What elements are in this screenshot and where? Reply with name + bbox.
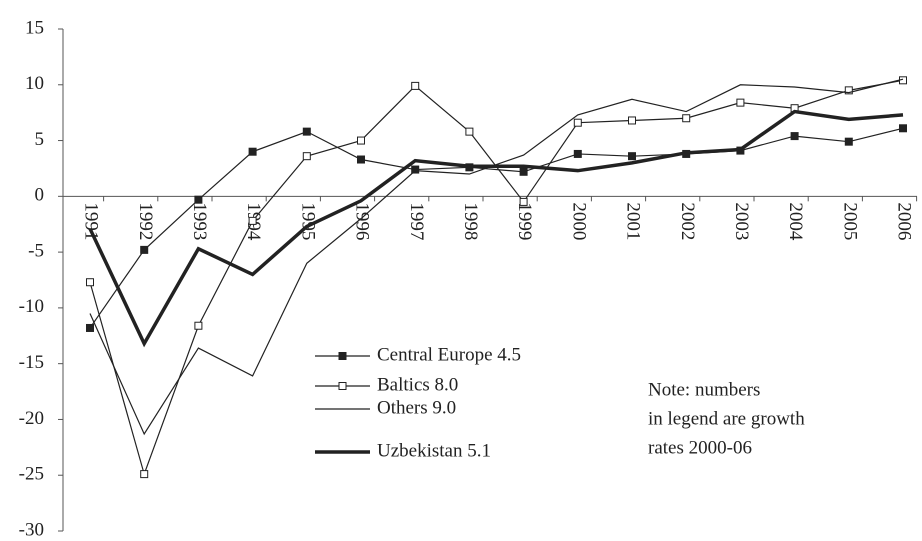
- point: [465, 127, 474, 136]
- y-tick-label: 15: [25, 17, 44, 38]
- x-tick-label: 1996: [352, 202, 373, 240]
- x-tick-label: 1998: [460, 202, 481, 240]
- legend-label: Others 9.0: [377, 397, 456, 418]
- y-tick-label: -10: [19, 296, 44, 317]
- point: [302, 152, 311, 161]
- y-tick-label: 5: [35, 129, 45, 150]
- point: [357, 136, 365, 145]
- point: [628, 116, 636, 125]
- point: [140, 245, 149, 254]
- point: [248, 216, 257, 225]
- point: [302, 127, 311, 136]
- x-tick-label: 2006: [894, 202, 915, 240]
- point: [357, 155, 365, 164]
- note: rates 2000-06: [648, 437, 752, 458]
- y-tick-label: -15: [19, 352, 44, 373]
- point: [140, 470, 149, 479]
- x-tick-label: 2003: [731, 202, 752, 240]
- x-tick-label: 1997: [406, 202, 427, 240]
- note: Note: numbers: [648, 379, 760, 400]
- x-tick-label: 2002: [677, 202, 698, 240]
- point: [899, 124, 907, 133]
- y-tick-label: -20: [19, 408, 44, 429]
- y-tick-label: -5: [28, 240, 44, 261]
- point: [194, 195, 203, 204]
- legend-label: Central Europe 4.5: [377, 344, 521, 365]
- point: [573, 149, 582, 158]
- x-tick-label: 1993: [189, 202, 210, 240]
- y-tick-label: -30: [19, 519, 44, 540]
- series-line: [88, 109, 904, 348]
- x-tick-label: 2004: [785, 202, 806, 241]
- y-tick-label: 0: [35, 185, 45, 206]
- x-tick-label: 1991: [81, 202, 102, 240]
- legend-label: Uzbekistan 5.1: [377, 440, 491, 461]
- point: [411, 165, 420, 174]
- x-tick-label: 1992: [135, 202, 156, 240]
- point: [628, 152, 636, 161]
- point: [194, 321, 203, 330]
- x-tick-label: 1999: [514, 202, 535, 240]
- point: [86, 278, 94, 287]
- point: [844, 86, 853, 95]
- legend-marker: [338, 352, 347, 360]
- point: [736, 98, 745, 107]
- point: [248, 147, 257, 156]
- y-tick-label: -25: [19, 464, 44, 485]
- point: [573, 118, 582, 127]
- y-tick-label: 10: [25, 73, 44, 94]
- point: [86, 323, 94, 332]
- legend-label: Baltics 8.0: [377, 374, 458, 395]
- point: [519, 197, 528, 206]
- point: [519, 167, 528, 176]
- series-line: [89, 127, 904, 329]
- note: in legend are growth: [648, 408, 805, 429]
- point: [411, 81, 420, 90]
- x-tick-label: 2001: [623, 202, 644, 240]
- x-tick-label: 2005: [839, 202, 860, 240]
- point: [844, 137, 853, 146]
- x-tick-label: 2000: [568, 202, 589, 240]
- point: [790, 132, 799, 141]
- legend-marker: [338, 382, 347, 390]
- point: [682, 114, 691, 123]
